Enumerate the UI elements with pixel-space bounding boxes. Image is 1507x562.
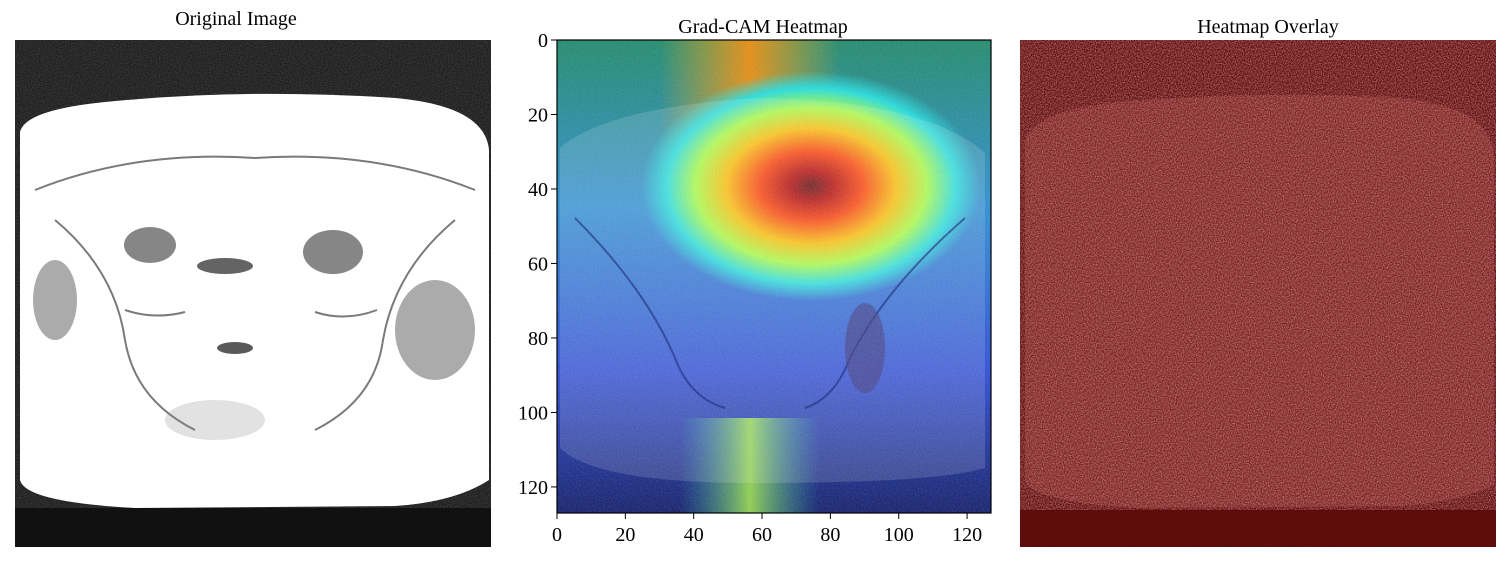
heatmap-overlay-title: Heatmap Overlay <box>1197 16 1339 38</box>
heatmap-axes: 0 20 40 60 80 100 120 0 20 40 60 80 100 120 <box>518 30 982 546</box>
y-tick-label: 20 <box>528 104 548 126</box>
original-image-title: Original Image <box>175 8 297 30</box>
y-tick-label: 40 <box>528 179 548 201</box>
x-tick-label: 100 <box>884 524 914 546</box>
y-tick-label: 60 <box>528 253 548 275</box>
x-tick-label: 20 <box>615 524 635 546</box>
original-image <box>15 40 491 547</box>
heatmap-overlay-image <box>1020 40 1496 547</box>
x-tick-label: 0 <box>552 524 562 546</box>
y-tick-label: 120 <box>518 477 548 499</box>
heatmap-image <box>556 39 992 514</box>
y-tick-label: 0 <box>538 30 548 52</box>
x-tick-label: 80 <box>820 524 840 546</box>
x-tick-label: 40 <box>684 524 704 546</box>
x-tick-label: 120 <box>952 524 982 546</box>
y-tick-label: 100 <box>518 402 548 424</box>
y-tick-label: 80 <box>528 328 548 350</box>
gradcam-heatmap-title: Grad-CAM Heatmap <box>678 16 848 38</box>
gradcam-heatmap-figure: 0 20 40 60 80 100 120 0 20 40 60 80 100 120 <box>505 28 1000 562</box>
x-tick-label: 60 <box>752 524 772 546</box>
